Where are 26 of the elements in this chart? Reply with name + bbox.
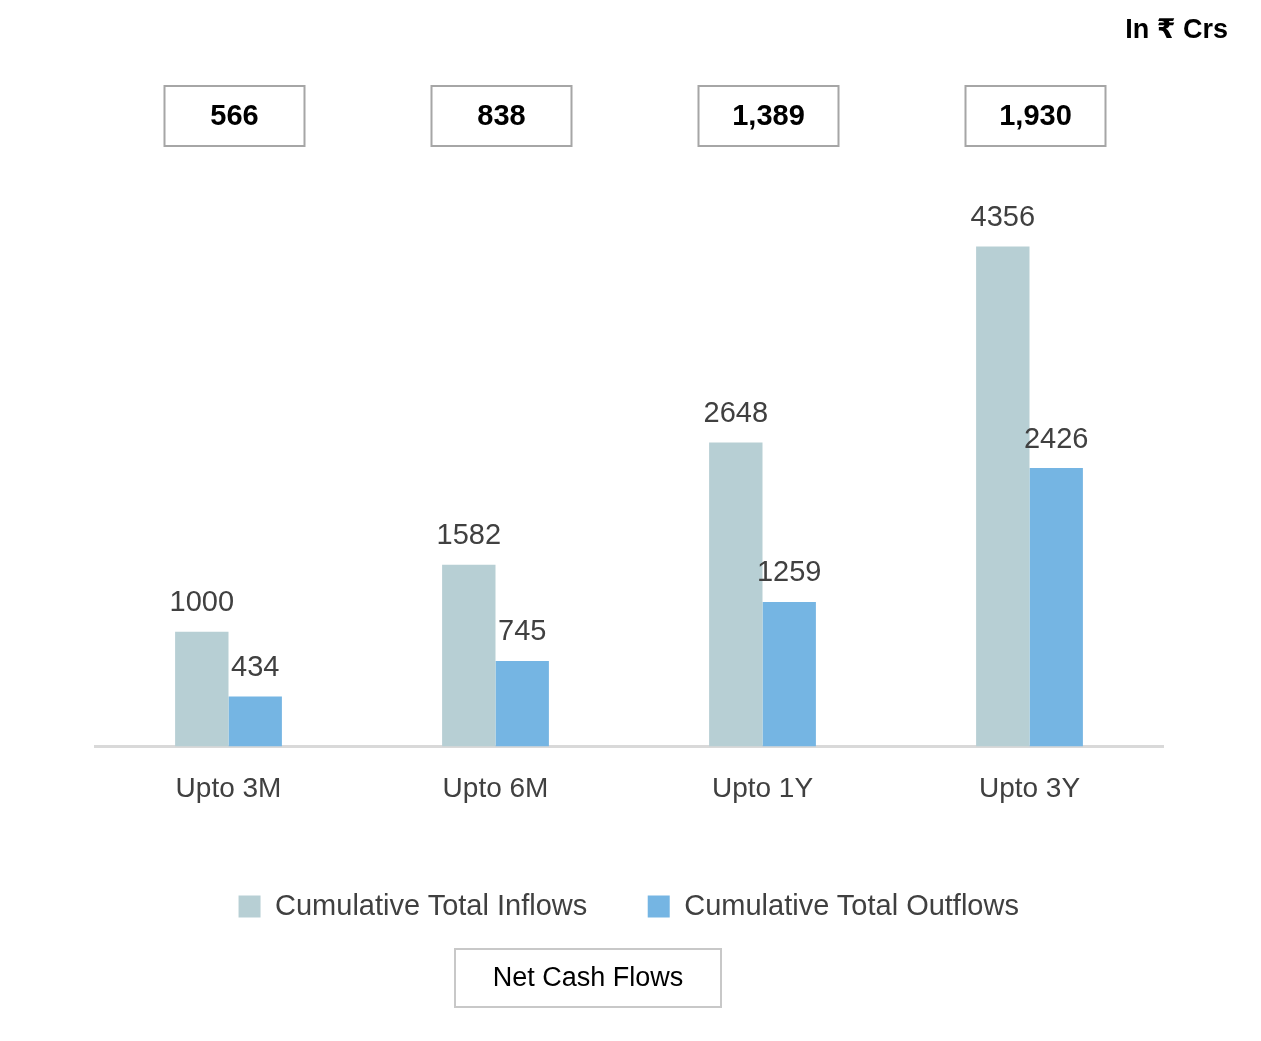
bar xyxy=(762,601,816,747)
text: 1,389 xyxy=(732,99,805,131)
legend-label: Cumulative Total Inflows xyxy=(275,888,588,921)
x-tick-label: Upto 3M xyxy=(175,771,282,803)
x-tick-label: Upto 6M xyxy=(442,771,549,803)
data-label: 1582 xyxy=(436,518,502,551)
bar xyxy=(175,631,229,747)
data-label: 2426 xyxy=(1023,421,1089,454)
text: 1,930 xyxy=(999,99,1072,131)
x-tick-label: Upto 3Y xyxy=(978,771,1081,803)
data-label: 745 xyxy=(498,614,547,647)
data-label: 4356 xyxy=(970,200,1036,233)
data-label: 2648 xyxy=(703,396,769,429)
text: In ₹ Crs xyxy=(1125,14,1228,45)
data-label: 1259 xyxy=(756,555,822,588)
text: 566 xyxy=(210,99,259,131)
bar xyxy=(442,564,496,747)
x-tick-label: Upto 1Y xyxy=(711,771,814,803)
text: 838 xyxy=(477,99,526,131)
data-label: 1000 xyxy=(169,585,235,618)
legend-label: Cumulative Total Outflows xyxy=(684,888,1019,921)
text: Net Cash Flows xyxy=(492,962,684,993)
bar xyxy=(1029,468,1083,747)
bar xyxy=(495,660,549,747)
bar xyxy=(228,696,282,747)
data-label: 434 xyxy=(231,650,280,683)
